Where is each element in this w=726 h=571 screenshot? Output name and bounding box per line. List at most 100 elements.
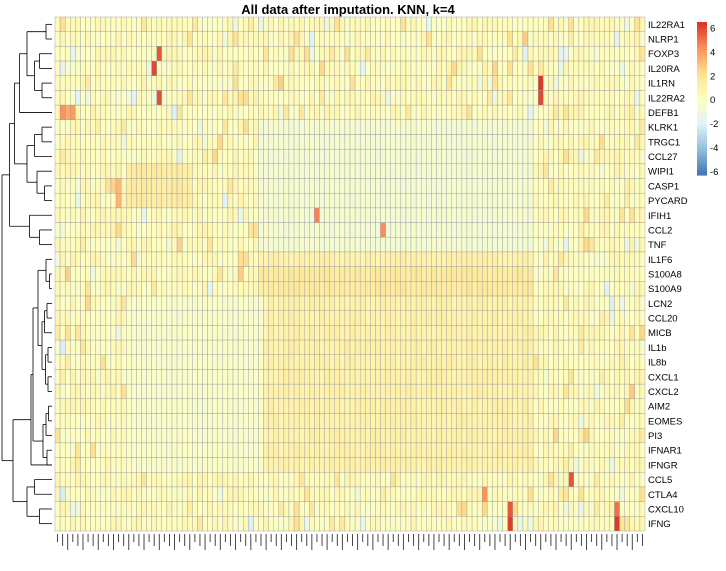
heatmap-cell bbox=[553, 310, 559, 326]
heatmap-cell bbox=[105, 46, 112, 62]
heatmap-cell bbox=[232, 516, 239, 532]
heatmap-cell bbox=[471, 222, 478, 238]
heatmap-cell bbox=[202, 501, 208, 517]
color-legend-tick: 2 bbox=[710, 71, 715, 82]
heatmap-cell bbox=[426, 266, 432, 282]
heatmap-cell bbox=[319, 383, 325, 400]
heatmap-cell bbox=[395, 148, 402, 165]
heatmap-cell bbox=[248, 222, 254, 238]
heatmap-cell bbox=[466, 266, 473, 282]
heatmap-cell bbox=[131, 16, 137, 32]
heatmap-cell bbox=[400, 148, 407, 165]
heatmap-cell bbox=[181, 281, 188, 297]
heatmap-cell bbox=[354, 104, 361, 121]
heatmap-cell bbox=[543, 104, 549, 121]
heatmap-cell bbox=[242, 104, 249, 121]
heatmap-cell bbox=[451, 90, 458, 106]
heatmap-cell bbox=[354, 501, 361, 517]
heatmap-cell bbox=[609, 413, 615, 429]
heatmap-cell bbox=[136, 251, 142, 267]
heatmap-cell bbox=[614, 413, 620, 429]
heatmap-cell bbox=[624, 104, 630, 121]
heatmap-cell bbox=[100, 398, 107, 414]
heatmap-cell bbox=[217, 104, 224, 121]
heatmap-cell bbox=[115, 369, 122, 385]
heatmap-cell bbox=[258, 310, 264, 326]
heatmap-cell bbox=[476, 148, 483, 165]
heatmap-cell bbox=[85, 486, 91, 502]
heatmap-cell bbox=[553, 457, 559, 473]
heatmap-cell bbox=[278, 193, 285, 209]
heatmap-cell bbox=[151, 16, 157, 32]
heatmap-cell bbox=[136, 339, 142, 355]
heatmap-cell bbox=[558, 442, 564, 458]
heatmap-cell bbox=[242, 251, 249, 267]
heatmap-cell bbox=[558, 75, 564, 91]
heatmap-cell bbox=[166, 442, 173, 458]
heatmap-cell bbox=[278, 501, 285, 517]
heatmap-cell bbox=[390, 501, 396, 517]
heatmap-cell bbox=[334, 428, 341, 444]
heatmap-cell bbox=[120, 428, 127, 444]
heatmap-cell bbox=[619, 163, 625, 179]
heatmap-cell bbox=[461, 46, 468, 62]
heatmap-cell bbox=[115, 501, 122, 517]
heatmap-cell bbox=[187, 222, 193, 238]
heatmap-cell bbox=[95, 516, 101, 532]
heatmap-cell bbox=[329, 193, 335, 209]
heatmap-cell bbox=[410, 163, 417, 179]
heatmap-cell bbox=[192, 104, 198, 121]
heatmap-cell bbox=[583, 46, 590, 62]
heatmap-cell bbox=[278, 266, 285, 282]
heatmap-cell bbox=[482, 501, 488, 517]
heatmap-cell bbox=[537, 383, 544, 400]
heatmap-cell bbox=[441, 354, 447, 370]
color-legend-swatch bbox=[697, 141, 707, 145]
heatmap-cell bbox=[359, 251, 366, 267]
heatmap-cell bbox=[75, 207, 81, 223]
heatmap-cell bbox=[604, 516, 610, 532]
heatmap-cell bbox=[527, 457, 534, 473]
heatmap-cell bbox=[492, 16, 498, 32]
heatmap-cell bbox=[344, 46, 351, 62]
heatmap-cell bbox=[181, 222, 188, 238]
heatmap-cell bbox=[370, 134, 376, 150]
heatmap-cell bbox=[380, 119, 386, 135]
heatmap-cell bbox=[70, 119, 76, 135]
heatmap-cell bbox=[476, 251, 483, 267]
heatmap-cell bbox=[624, 413, 630, 429]
heatmap-cell bbox=[278, 148, 285, 165]
heatmap-cell bbox=[80, 281, 86, 297]
heatmap-cell bbox=[426, 295, 432, 311]
heatmap-cell bbox=[324, 31, 330, 47]
heatmap-cell bbox=[385, 163, 391, 179]
heatmap-cell bbox=[548, 501, 554, 517]
heatmap-cell bbox=[507, 266, 513, 282]
heatmap-cell bbox=[512, 442, 519, 458]
heatmap-cell bbox=[324, 46, 330, 62]
heatmap-cell bbox=[197, 251, 203, 267]
heatmap-cell bbox=[90, 104, 96, 121]
heatmap-cell bbox=[609, 325, 615, 341]
heatmap-cell bbox=[176, 413, 183, 429]
heatmap-cell bbox=[497, 104, 503, 121]
heatmap-cell bbox=[537, 193, 544, 209]
heatmap-cell bbox=[395, 46, 402, 62]
heatmap-cell bbox=[334, 60, 341, 76]
heatmap-cell bbox=[456, 457, 463, 473]
heatmap-cell bbox=[512, 119, 519, 135]
heatmap-cell bbox=[614, 90, 620, 106]
heatmap-cell bbox=[390, 193, 396, 209]
heatmap-cell bbox=[390, 457, 396, 473]
heatmap-cell bbox=[100, 457, 107, 473]
heatmap-cell bbox=[578, 281, 585, 297]
heatmap-cell bbox=[410, 134, 417, 150]
row-label: EOMES bbox=[648, 416, 682, 427]
heatmap-cell bbox=[415, 310, 422, 326]
color-legend-swatch bbox=[697, 157, 707, 161]
heatmap-cell bbox=[568, 104, 575, 121]
heatmap-cell bbox=[171, 31, 178, 47]
heatmap-cell bbox=[359, 178, 366, 194]
heatmap-cell bbox=[309, 295, 315, 311]
heatmap-cell bbox=[197, 237, 203, 253]
